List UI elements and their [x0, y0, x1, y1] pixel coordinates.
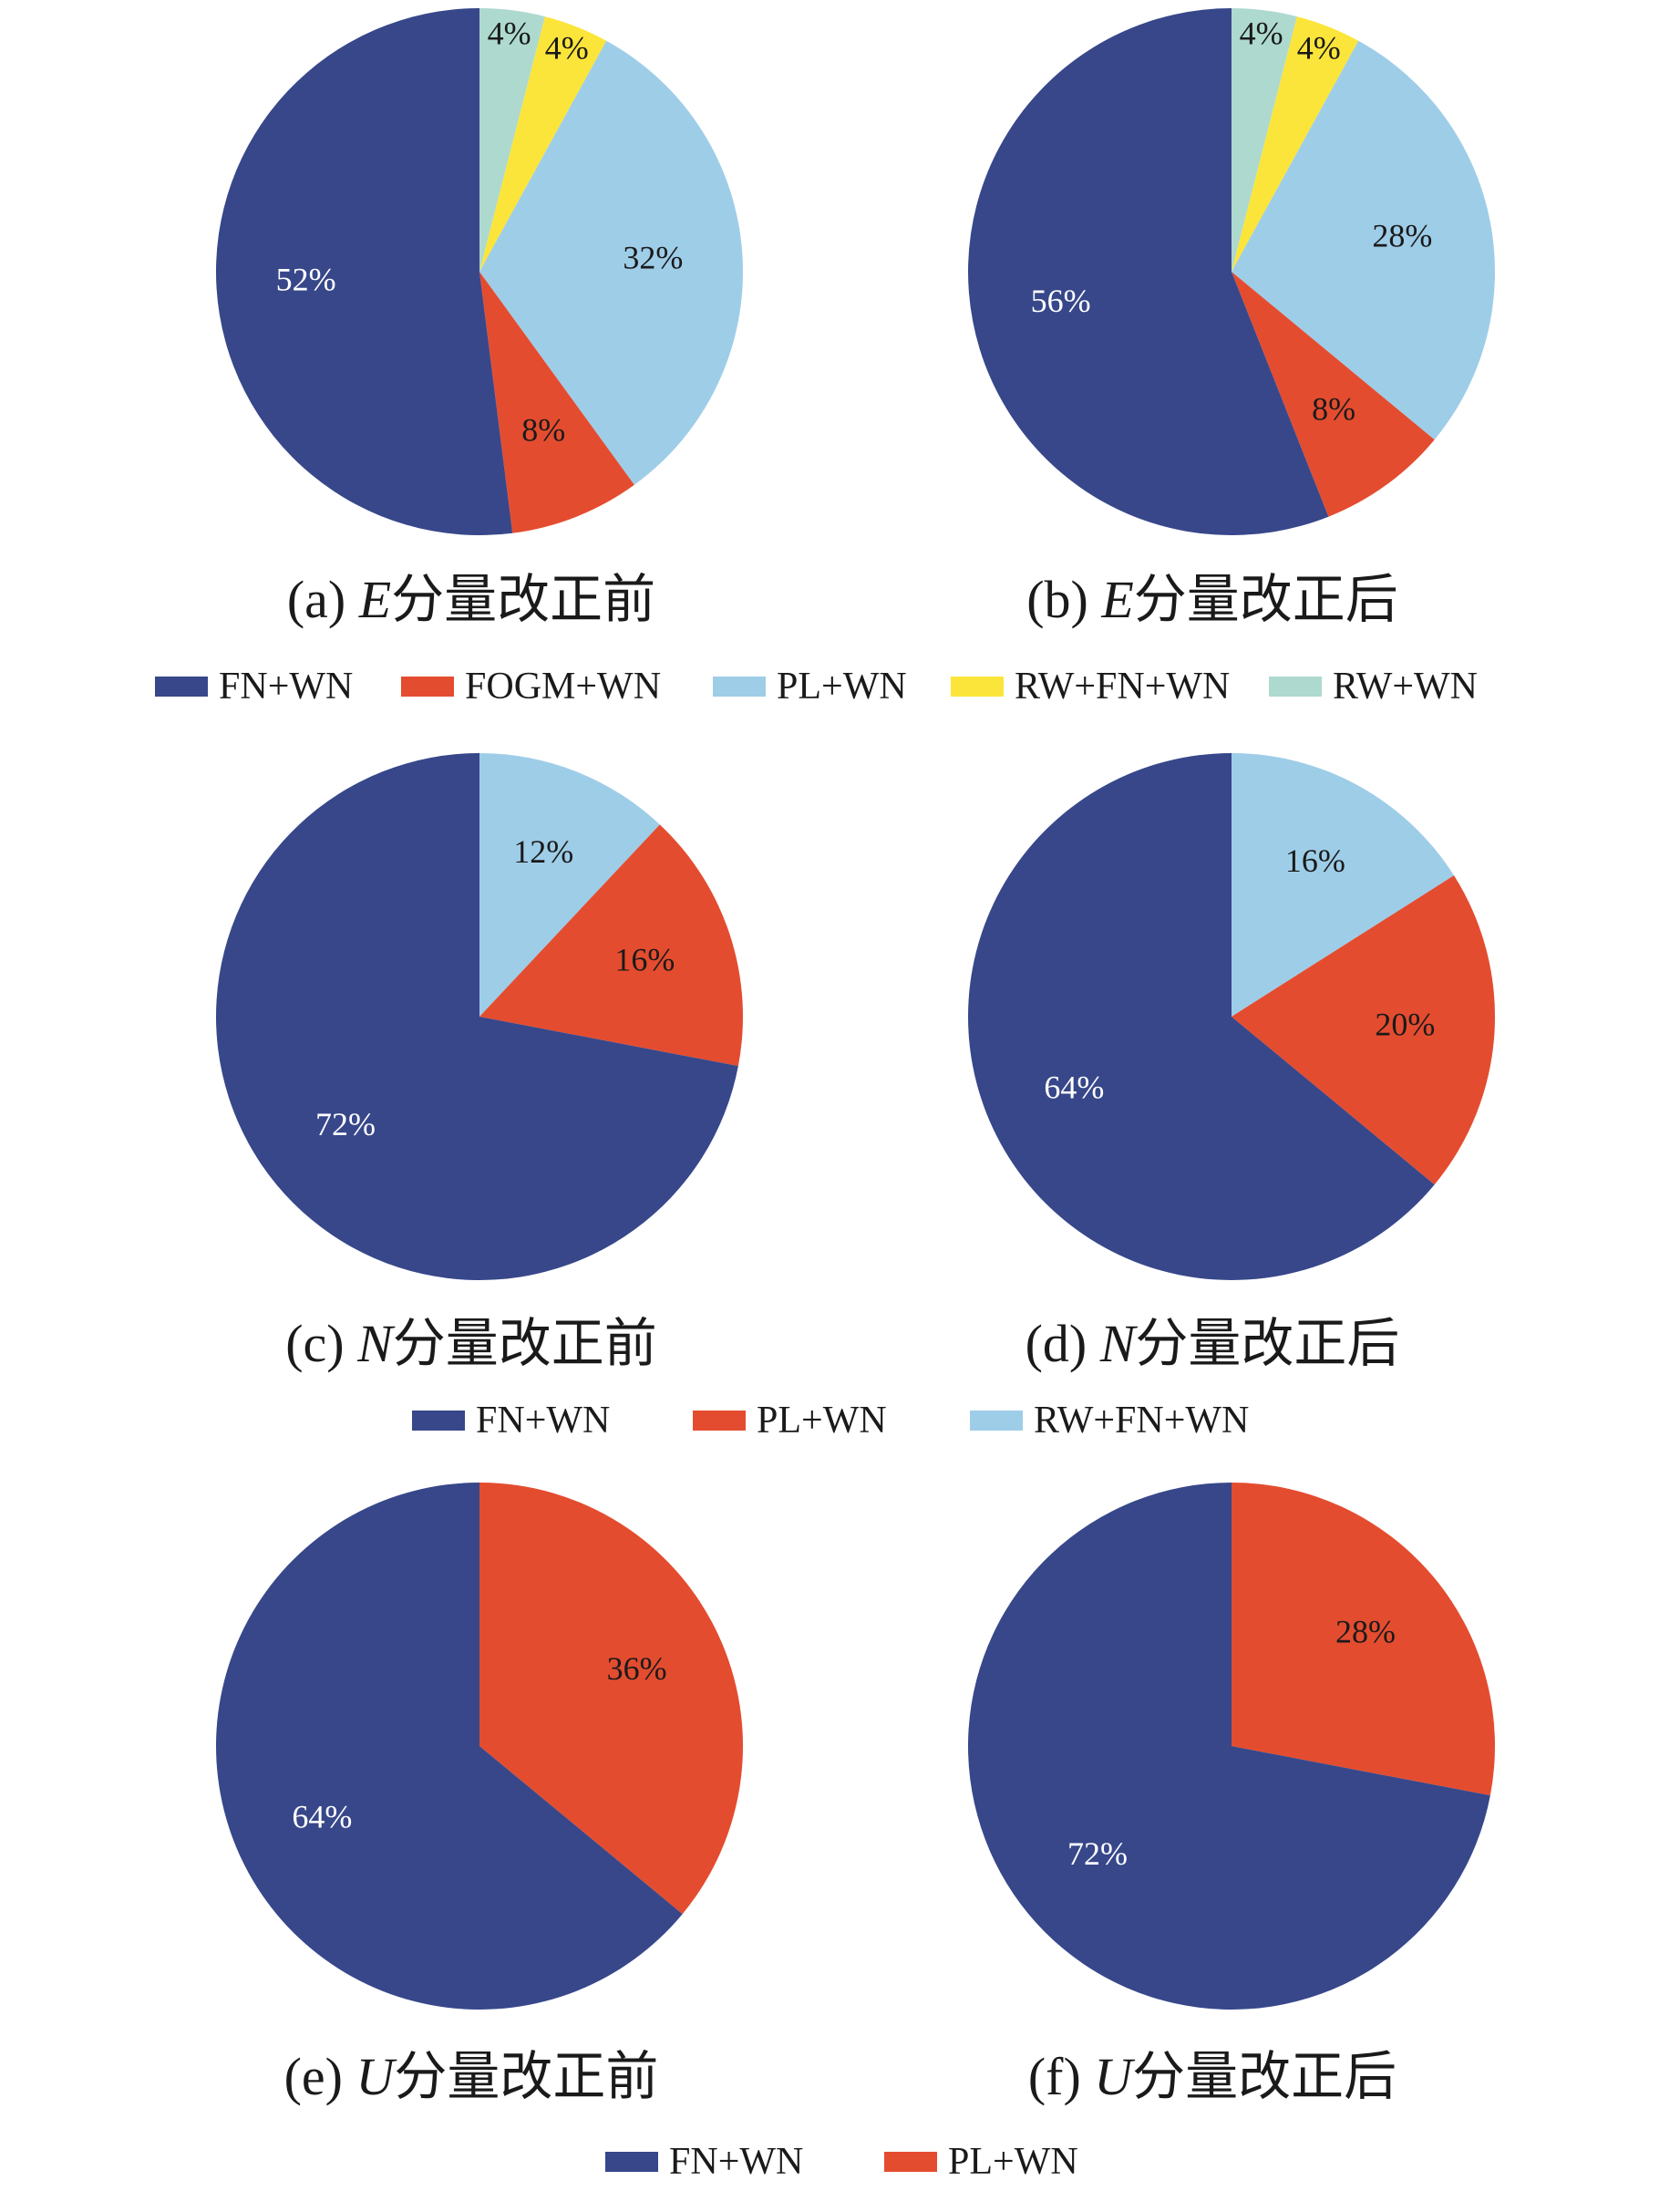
pie-slice-fn-wn: [967, 1483, 1490, 2010]
pie-slice-pl-wn: [479, 40, 744, 485]
pie-slice-rw-fn-wn: [1232, 16, 1359, 273]
pie-slice-fn-wn: [968, 753, 1435, 1280]
caption-suffix: 分量改正前: [393, 1314, 657, 1373]
data-label: 20%: [1375, 1006, 1435, 1042]
legend-label: PL+WN: [777, 666, 907, 708]
pie-slice-fogm-wn: [479, 272, 634, 533]
data-label: 4%: [488, 15, 531, 51]
caption-prefix: (c): [285, 1314, 357, 1373]
data-label: 8%: [521, 412, 565, 449]
data-label: 16%: [614, 941, 675, 977]
legend-label: FN+WN: [476, 1400, 610, 1442]
caption-prefix: (d): [1026, 1314, 1100, 1373]
caption-suffix: 分量改正后: [1135, 1314, 1399, 1373]
legend-label: PL+WN: [757, 1400, 887, 1442]
legend-label: FN+WN: [219, 666, 353, 708]
caption-suffix: 分量改正前: [391, 570, 655, 629]
legend-swatch: [884, 2152, 937, 2172]
caption-prefix: (f): [1028, 2047, 1094, 2106]
data-label: 28%: [1372, 218, 1432, 254]
data-label: 64%: [1044, 1069, 1104, 1105]
caption-prefix: (b): [1026, 570, 1101, 629]
legend-swatch: [951, 677, 1004, 697]
caption-prefix: (e): [284, 2047, 356, 2106]
pie-slice-fn-wn: [215, 753, 738, 1280]
caption-suffix: 分量改正前: [394, 2047, 658, 2106]
chart-caption: (b) E分量改正后: [1026, 570, 1398, 629]
caption-variable: E: [358, 570, 391, 629]
legend-label: RW+FN+WN: [1015, 666, 1230, 708]
caption-variable: U: [1094, 2047, 1136, 2106]
caption-suffix: 分量改正后: [1132, 2047, 1397, 2106]
legend: FN+WN PL+WN: [605, 2141, 1078, 2183]
data-label: 12%: [513, 833, 573, 870]
caption-prefix: (a): [287, 570, 359, 629]
pie-slice-fn-wn: [216, 1483, 683, 2010]
pie-chart-e: 36% 64%: [216, 1483, 744, 2010]
pie-slice-rw-wn: [1232, 8, 1297, 272]
pie-chart-d: 16% 20% 64%: [968, 753, 1496, 1280]
data-label: 8%: [1312, 391, 1355, 428]
data-label: 4%: [545, 29, 589, 66]
chart-caption: (a) E分量改正前: [287, 570, 655, 629]
data-label: 4%: [1297, 29, 1341, 66]
pie-slice-pl-wn: [479, 824, 743, 1067]
caption-variable: N: [356, 1314, 396, 1373]
data-label: 72%: [315, 1106, 376, 1142]
data-label: 56%: [1031, 283, 1091, 319]
caption-variable: N: [1099, 1314, 1139, 1373]
legend-label: PL+WN: [948, 2141, 1078, 2183]
data-label: 32%: [623, 239, 683, 275]
legend-label: FOGM+WN: [465, 666, 661, 708]
pie-chart-a: 4% 4% 32% 8% 52%: [215, 7, 744, 535]
caption-suffix: 分量改正后: [1134, 570, 1398, 629]
data-label: 16%: [1285, 842, 1345, 879]
legend-swatch: [713, 677, 766, 697]
data-label: 4%: [1240, 15, 1283, 51]
pie-slice-fogm-wn: [1232, 272, 1435, 517]
legend: FN+WN PL+WN RW+FN+WN: [412, 1400, 1249, 1442]
caption-variable: U: [356, 2047, 397, 2106]
pie-slice-rw-wn: [479, 8, 545, 272]
pie-chart-c: 12% 16% 72%: [215, 753, 743, 1280]
chart-caption: (f) U分量改正后: [1028, 2047, 1397, 2106]
pie-slice-rw-fn-wn: [1232, 753, 1455, 1017]
pie-slice-pl-wn: [1232, 1483, 1495, 1796]
legend-swatch: [401, 677, 454, 697]
data-label: 72%: [1067, 1835, 1128, 1872]
data-label: 28%: [1335, 1614, 1396, 1650]
pie-slice-pl-wn: [479, 1483, 744, 1915]
pie-slice-rw-fn-wn: [479, 16, 607, 273]
chart-caption: (c) N分量改正前: [285, 1314, 657, 1373]
data-label: 64%: [292, 1798, 352, 1834]
legend-swatch: [605, 2152, 658, 2172]
legend-label: FN+WN: [669, 2141, 803, 2183]
legend-swatch: [1269, 677, 1322, 697]
legend-swatch: [693, 1411, 746, 1431]
legend-label: RW+FN+WN: [1034, 1400, 1249, 1442]
pie-slice-pl-wn: [1232, 875, 1496, 1185]
pie-slice-pl-wn: [1232, 40, 1496, 440]
data-label: 52%: [276, 261, 336, 297]
legend-swatch: [155, 677, 208, 697]
caption-variable: E: [1100, 570, 1133, 629]
pie-slice-fn-wn: [215, 7, 513, 535]
legend-label: RW+WN: [1333, 666, 1478, 708]
pie-slice-rw-fn-wn: [479, 753, 660, 1017]
pie-chart-f: 28% 72%: [967, 1483, 1495, 2010]
legend: FN+WN FOGM+WN PL+WN RW+FN+WN RW+WN: [155, 666, 1478, 708]
chart-caption: (d) N分量改正后: [1026, 1314, 1400, 1373]
pie-chart-b: 4% 4% 28% 8% 56%: [968, 8, 1496, 535]
pie-slice-fn-wn: [968, 8, 1329, 535]
legend-swatch: [970, 1411, 1023, 1431]
chart-caption: (e) U分量改正前: [284, 2047, 659, 2106]
data-label: 36%: [607, 1650, 667, 1687]
legend-swatch: [412, 1411, 465, 1431]
